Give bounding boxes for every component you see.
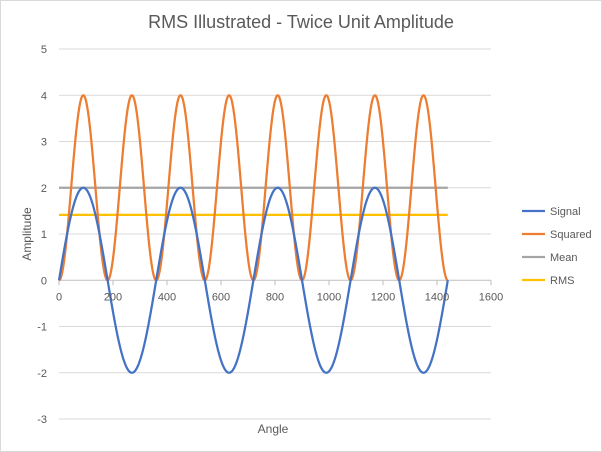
x-axis-label: Angle: [258, 422, 289, 436]
x-tick-label: 400: [158, 291, 176, 303]
x-tick-label: 600: [212, 291, 230, 303]
series-group: [57, 94, 449, 374]
y-axis-label: Amplitude: [20, 207, 34, 261]
y-tick-label: 2: [41, 183, 47, 195]
x-tick-label: 0: [56, 291, 62, 303]
x-tick-label: 1000: [317, 291, 341, 303]
y-tick-label: -3: [37, 414, 47, 426]
tick-labels: 5 4 3 2 1 0 -1 -2 -3 0 200 400 600 800 1000 1200 1400 160…: [37, 44, 503, 426]
y-tick-label: -1: [37, 322, 47, 334]
x-tick-label: 1600: [479, 291, 503, 303]
legend-label-signal: Signal: [550, 206, 581, 218]
legend-label-squared: Squared: [550, 229, 592, 241]
axes: [58, 279, 492, 286]
series-line-signal: [57, 186, 449, 374]
y-tick-label: 3: [41, 137, 47, 149]
y-tick-label: 1: [41, 229, 47, 241]
y-tick-label: 4: [41, 90, 47, 102]
y-tick-label: -2: [37, 368, 47, 380]
chart-title: RMS Illustrated - Twice Unit Amplitude: [148, 12, 454, 32]
x-tick-label: 1400: [425, 291, 449, 303]
y-tick-label: 0: [41, 275, 47, 287]
legend: Signal Squared Mean RMS: [522, 206, 592, 287]
y-tick-label: 5: [41, 44, 47, 56]
x-tick-label: 200: [104, 291, 122, 303]
x-tick-label: 800: [266, 291, 284, 303]
legend-label-rms: RMS: [550, 275, 574, 287]
legend-label-mean: Mean: [550, 252, 578, 264]
x-tick-label: 1200: [371, 291, 395, 303]
